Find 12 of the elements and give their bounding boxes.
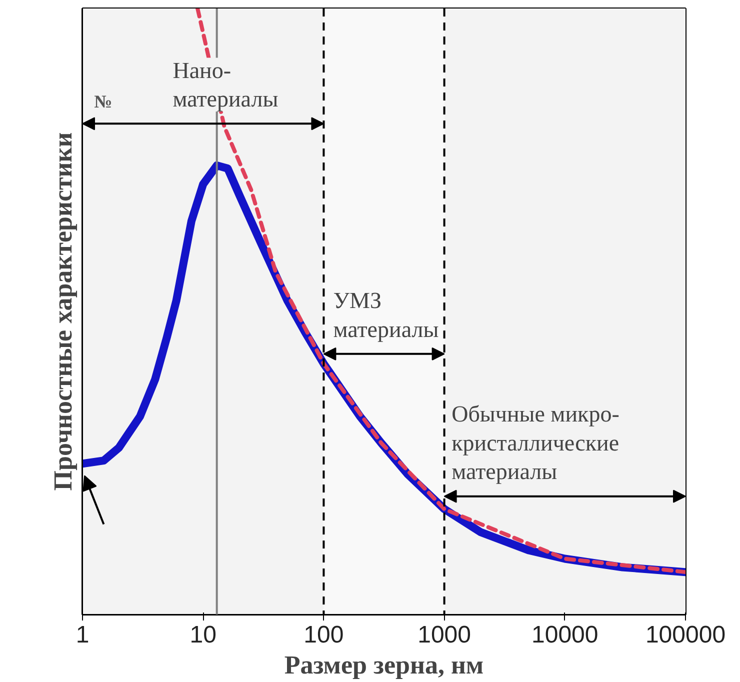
y-axis-title: Прочностные характеристики: [48, 132, 78, 491]
x-tick-label: 1: [76, 622, 90, 648]
x-tick-label: 1000: [418, 622, 471, 648]
x-tick-label: 10: [190, 622, 216, 648]
annotation: №: [94, 92, 112, 112]
band-label: УМЗ материалы: [333, 288, 439, 342]
x-tick-label: 100000: [645, 622, 726, 648]
x-tick-label: 10000: [532, 622, 598, 648]
band-label: Обычные микро- кристаллические материалы: [452, 402, 620, 484]
x-axis-title: Размер зерна, нм: [284, 650, 484, 680]
x-tick-label: 100: [304, 622, 344, 648]
band-label: Нано- материалы: [172, 58, 278, 112]
